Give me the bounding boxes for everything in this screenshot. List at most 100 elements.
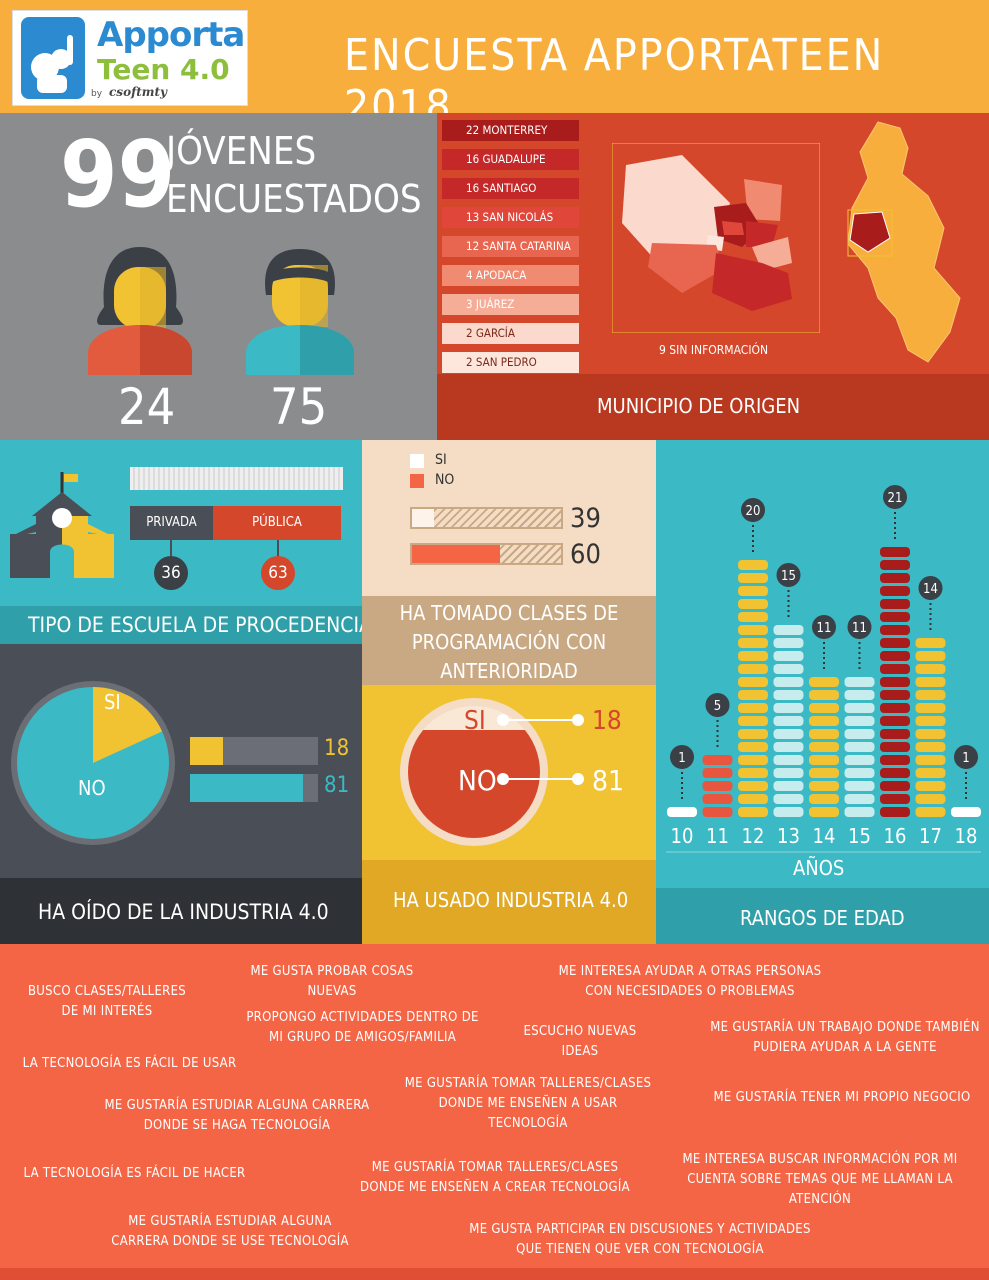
age-bar-segment (738, 742, 768, 752)
age-bar-segment (844, 742, 875, 752)
programming-no-bar (410, 543, 563, 565)
municipio-item: 16 GUADALUPE (442, 149, 579, 170)
used-no-dot (497, 773, 509, 785)
age-bar-segment (738, 664, 768, 674)
age-bar-segment (809, 716, 839, 726)
municipio-item: 12 SANTA CATARINA (442, 236, 579, 257)
age-bar (951, 807, 981, 817)
age-bar-segment (844, 677, 875, 687)
statement: ME INTERESA AYUDAR A OTRAS PERSONAS CON … (558, 964, 822, 999)
age-bar-segment (915, 677, 946, 687)
age-bar-segment (738, 703, 768, 713)
statements-panel (0, 944, 989, 1280)
age-bar-segment (844, 716, 875, 726)
age-value-label: 20 (746, 504, 761, 519)
age-bar-segment (844, 794, 875, 804)
age-tick-label: 12 (742, 824, 765, 848)
used-si-connector (502, 719, 578, 721)
age-bar-segment (880, 703, 910, 713)
age-value-bubble (776, 563, 801, 587)
age-bar-segment (702, 807, 733, 817)
age-bar-segment (880, 768, 910, 778)
age-value-bubble (918, 576, 943, 600)
age-bar-segment (738, 768, 768, 778)
female-icon (88, 247, 192, 375)
age-bar-segment (880, 716, 910, 726)
age-bar-segment (773, 638, 804, 648)
age-bar-segment (880, 742, 910, 752)
age-bar (809, 677, 839, 817)
statement: ME GUSTA PARTICIPAR EN DISCUSIONES Y ACT… (469, 1222, 811, 1257)
statement: ME GUSTARÍA TENER MI PROPIO NEGOCIO (713, 1090, 971, 1105)
age-bar (702, 755, 733, 817)
heard-pie (11, 681, 175, 845)
age-bar-segment (915, 768, 946, 778)
statement: LA TECNOLOGÍA ES FÁCIL DE HACER (23, 1166, 246, 1181)
used-no-fill (408, 730, 540, 838)
age-bar-segment (773, 677, 804, 687)
school-footer (0, 606, 362, 644)
municipio-item: 2 SAN PEDRO (442, 352, 579, 373)
age-bar-segment (880, 547, 910, 557)
publica-count: 63 (261, 556, 295, 590)
male-icon (246, 249, 354, 375)
used-no-label: NO (458, 764, 497, 797)
age-bar-segment (809, 742, 839, 752)
age-value-label: 11 (817, 621, 832, 636)
municipio-item: 22 MONTERREY (442, 120, 579, 141)
respondents-label-2: ENCUESTADOS (166, 177, 422, 221)
age-bar-segment (915, 638, 946, 648)
age-bar-segment (738, 599, 768, 609)
age-bar-segment (809, 781, 839, 791)
age-bar-segment (773, 703, 804, 713)
age-bar-segment (809, 690, 839, 700)
heard-si-bar (190, 737, 223, 765)
programming-title-line: ANTERIORIDAD (440, 659, 578, 683)
school-icon (10, 472, 114, 578)
age-bar-segment (915, 703, 946, 713)
programming-si-value: 39 (570, 503, 601, 534)
heard-si-label: SI (104, 690, 121, 714)
age-bar-segment (880, 586, 910, 596)
age-bar-segment (773, 729, 804, 739)
used-si-value: 18 (592, 706, 622, 736)
used-chart (400, 698, 548, 846)
programming-no-value: 60 (570, 539, 601, 570)
statement: PROPONGO ACTIVIDADES DENTRO DE MI GRUPO … (246, 1010, 479, 1045)
logo: Apporta Teen 4.0 by csoftmty (12, 10, 248, 106)
programming-title: HA TOMADO CLASES DE PROGRAMACIÓN CON ANT… (372, 596, 646, 686)
age-bar-segment (773, 755, 804, 765)
age-bar-segment (738, 573, 768, 583)
privada-label: PRIVADA (130, 506, 213, 540)
used-no-value: 81 (592, 764, 625, 797)
age-bar-segment (880, 807, 910, 817)
privada-connector (170, 540, 172, 558)
age-bar-segment (880, 677, 910, 687)
statement: ME GUSTARÍA TOMAR TALLERES/CLASES DONDE … (404, 1076, 652, 1131)
age-bar-segment (738, 586, 768, 596)
privada-count: 36 (154, 556, 188, 590)
age-bar-segment (809, 729, 839, 739)
age-bar-segment (915, 690, 946, 700)
age-bar-segment (915, 729, 946, 739)
age-bar-segment (844, 703, 875, 713)
age-value-label: 15 (781, 569, 796, 584)
municipio-item: 13 SAN NICOLÁS (442, 207, 579, 228)
age-bar-segment (844, 690, 875, 700)
used-no-dot-end (572, 773, 584, 785)
legend-no-swatch (410, 474, 424, 488)
age-bar-segment (809, 703, 839, 713)
age-bar-segment (738, 781, 768, 791)
municipio-title: MUNICIPIO DE ORIGEN (597, 394, 801, 418)
ages-footer (656, 888, 989, 944)
heard-no-value: 81 (324, 773, 350, 798)
age-bar-segment (809, 677, 839, 687)
age-bar-segment (880, 729, 910, 739)
statement: LA TECNOLOGÍA ES FÁCIL DE USAR (22, 1056, 237, 1071)
age-tick-label: 11 (706, 824, 729, 848)
heard-si-value: 18 (324, 736, 350, 761)
age-bar-segment (738, 560, 768, 570)
age-bar-segment (915, 794, 946, 804)
statement: ME GUSTARÍA UN TRABAJO DONDE TAMBIÉN PUD… (710, 1020, 980, 1055)
age-bar-segment (915, 664, 946, 674)
